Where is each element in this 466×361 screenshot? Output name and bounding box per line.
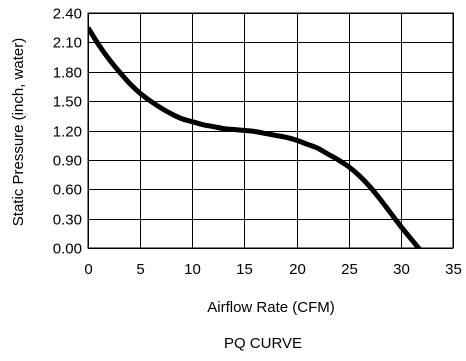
x-tick-label: 35 [445,261,462,278]
x-axis-tick-labels: 0 5 10 15 20 25 30 35 [84,261,462,278]
x-tick-label: 20 [289,261,306,278]
x-tick-label: 0 [84,261,92,278]
curve-layer [88,26,422,248]
y-tick-label: 0.00 [53,241,82,258]
y-tick-label: 2.40 [53,6,82,23]
y-tick-label: 0.60 [53,182,82,199]
x-axis-title: Airflow Rate (CFM) [207,299,335,316]
x-tick-label: 10 [184,261,201,278]
x-tick-label: 15 [236,261,253,278]
y-tick-label: 1.50 [53,94,82,111]
x-tick-label: 25 [341,261,358,278]
y-tick-label: 0.90 [53,153,82,170]
pq-curve-line [88,26,422,248]
chart-title: PQ CURVE [224,335,302,352]
y-tick-label: 1.20 [53,124,82,141]
y-axis-tick-labels: 0.00 0.30 0.60 0.90 1.20 1.50 1.80 2.10 2.40 [53,6,82,258]
y-tick-label: 0.30 [53,212,82,229]
plot-area-frame [87,12,454,249]
y-tick-label: 1.80 [53,65,82,82]
x-tick-label: 5 [136,261,144,278]
y-tick-label: 2.10 [53,35,82,52]
x-tick-label: 30 [393,261,410,278]
y-axis-title: Static Pressure (inch, water) [10,38,27,226]
grid [88,13,454,249]
